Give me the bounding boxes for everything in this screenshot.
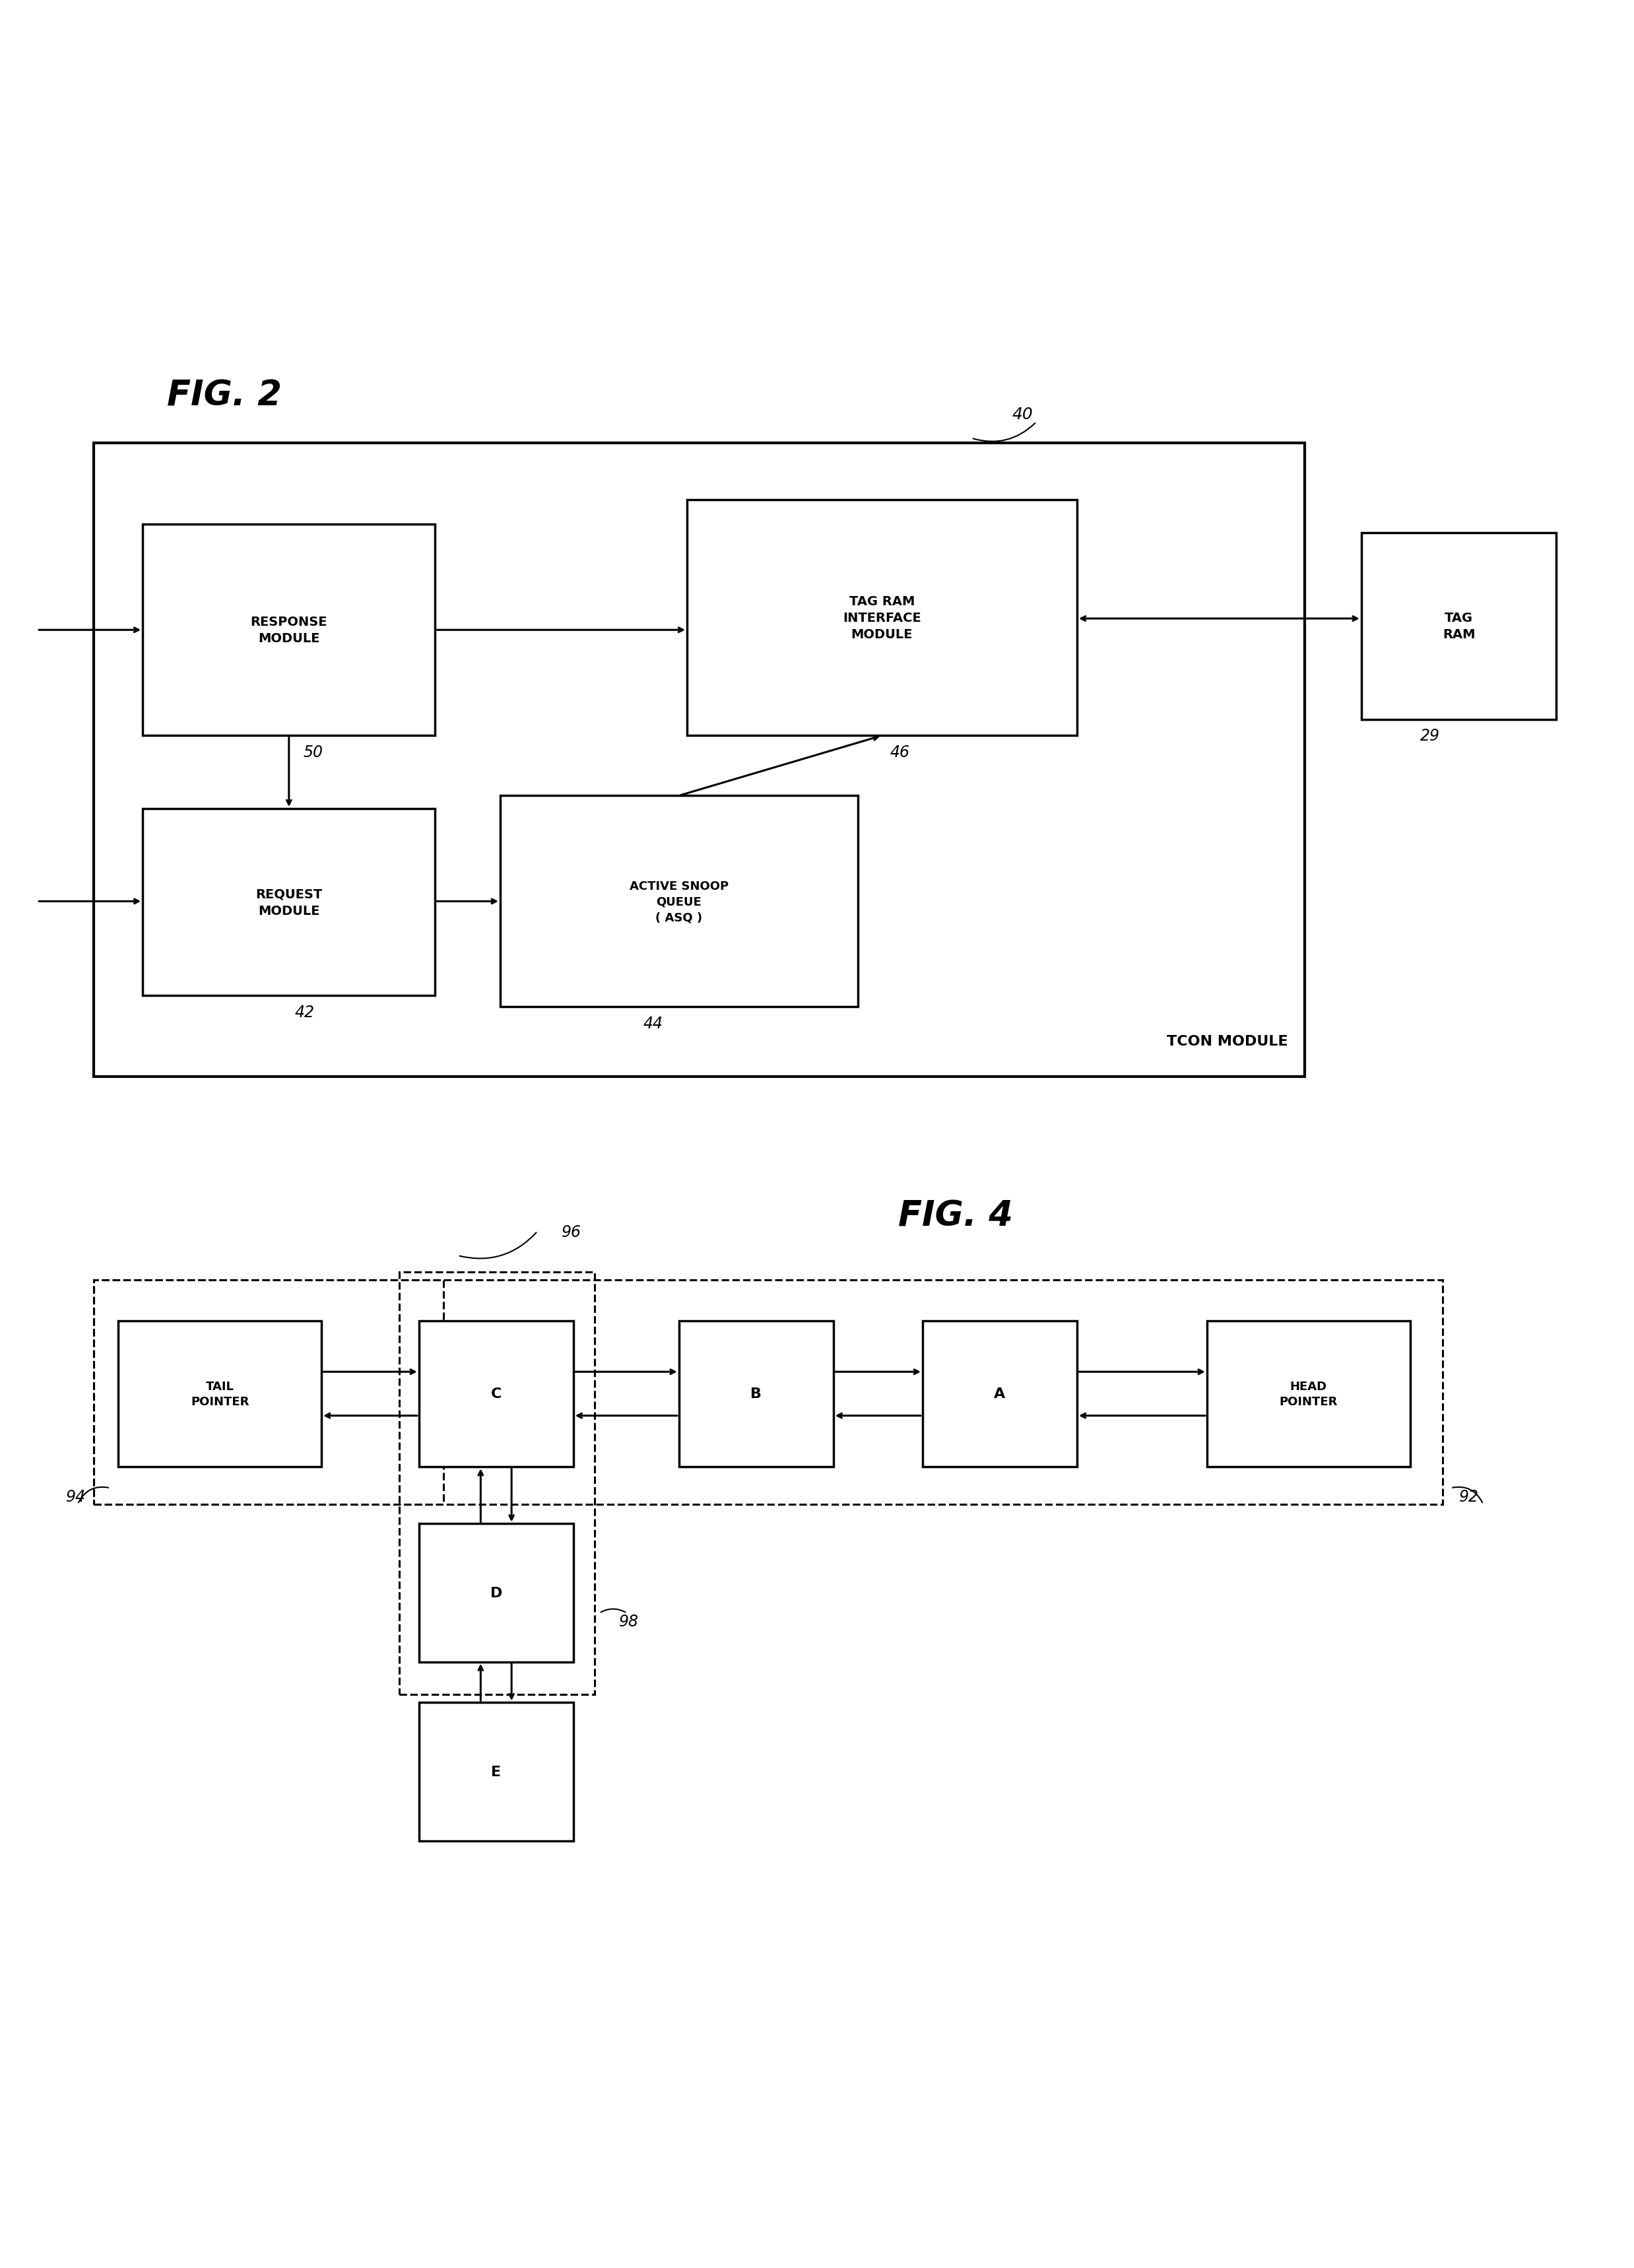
Text: TAIL
POINTER: TAIL POINTER (191, 1381, 248, 1408)
FancyBboxPatch shape (1361, 533, 1556, 719)
FancyBboxPatch shape (686, 501, 1077, 735)
Text: REQUEST
MODULE: REQUEST MODULE (255, 889, 322, 916)
Text: 46: 46 (891, 744, 910, 760)
Text: B: B (750, 1388, 761, 1402)
Text: FIG. 4: FIG. 4 (899, 1200, 1013, 1234)
Text: RESPONSE
MODULE: RESPONSE MODULE (250, 617, 327, 644)
Text: A: A (993, 1388, 1005, 1402)
Text: 98: 98 (619, 1613, 639, 1628)
Text: 40: 40 (1011, 406, 1033, 422)
Text: 44: 44 (644, 1016, 663, 1032)
Text: FIG. 2: FIG. 2 (167, 379, 283, 413)
Text: 94: 94 (65, 1488, 87, 1504)
FancyBboxPatch shape (678, 1320, 833, 1467)
FancyBboxPatch shape (418, 1320, 574, 1467)
Text: 92: 92 (1459, 1488, 1479, 1504)
FancyBboxPatch shape (142, 524, 435, 735)
Text: ACTIVE SNOOP
QUEUE
( ASQ ): ACTIVE SNOOP QUEUE ( ASQ ) (629, 880, 729, 923)
Text: HEAD
POINTER: HEAD POINTER (1279, 1381, 1338, 1408)
FancyBboxPatch shape (1208, 1320, 1410, 1467)
FancyBboxPatch shape (93, 445, 1304, 1077)
Text: TAG RAM
INTERFACE
MODULE: TAG RAM INTERFACE MODULE (843, 596, 922, 642)
FancyBboxPatch shape (500, 796, 858, 1007)
Text: D: D (490, 1585, 502, 1599)
Text: 29: 29 (1420, 728, 1440, 744)
Text: E: E (492, 1765, 502, 1778)
Text: 96: 96 (562, 1225, 582, 1241)
Text: TAG
RAM: TAG RAM (1443, 612, 1476, 642)
Text: 50: 50 (304, 744, 324, 760)
FancyBboxPatch shape (418, 1703, 574, 1842)
Text: TCON MODULE: TCON MODULE (1167, 1034, 1288, 1048)
Text: C: C (490, 1388, 502, 1402)
Text: 42: 42 (294, 1005, 315, 1021)
FancyBboxPatch shape (923, 1320, 1077, 1467)
FancyBboxPatch shape (118, 1320, 322, 1467)
FancyBboxPatch shape (418, 1524, 574, 1662)
FancyBboxPatch shape (142, 810, 435, 996)
